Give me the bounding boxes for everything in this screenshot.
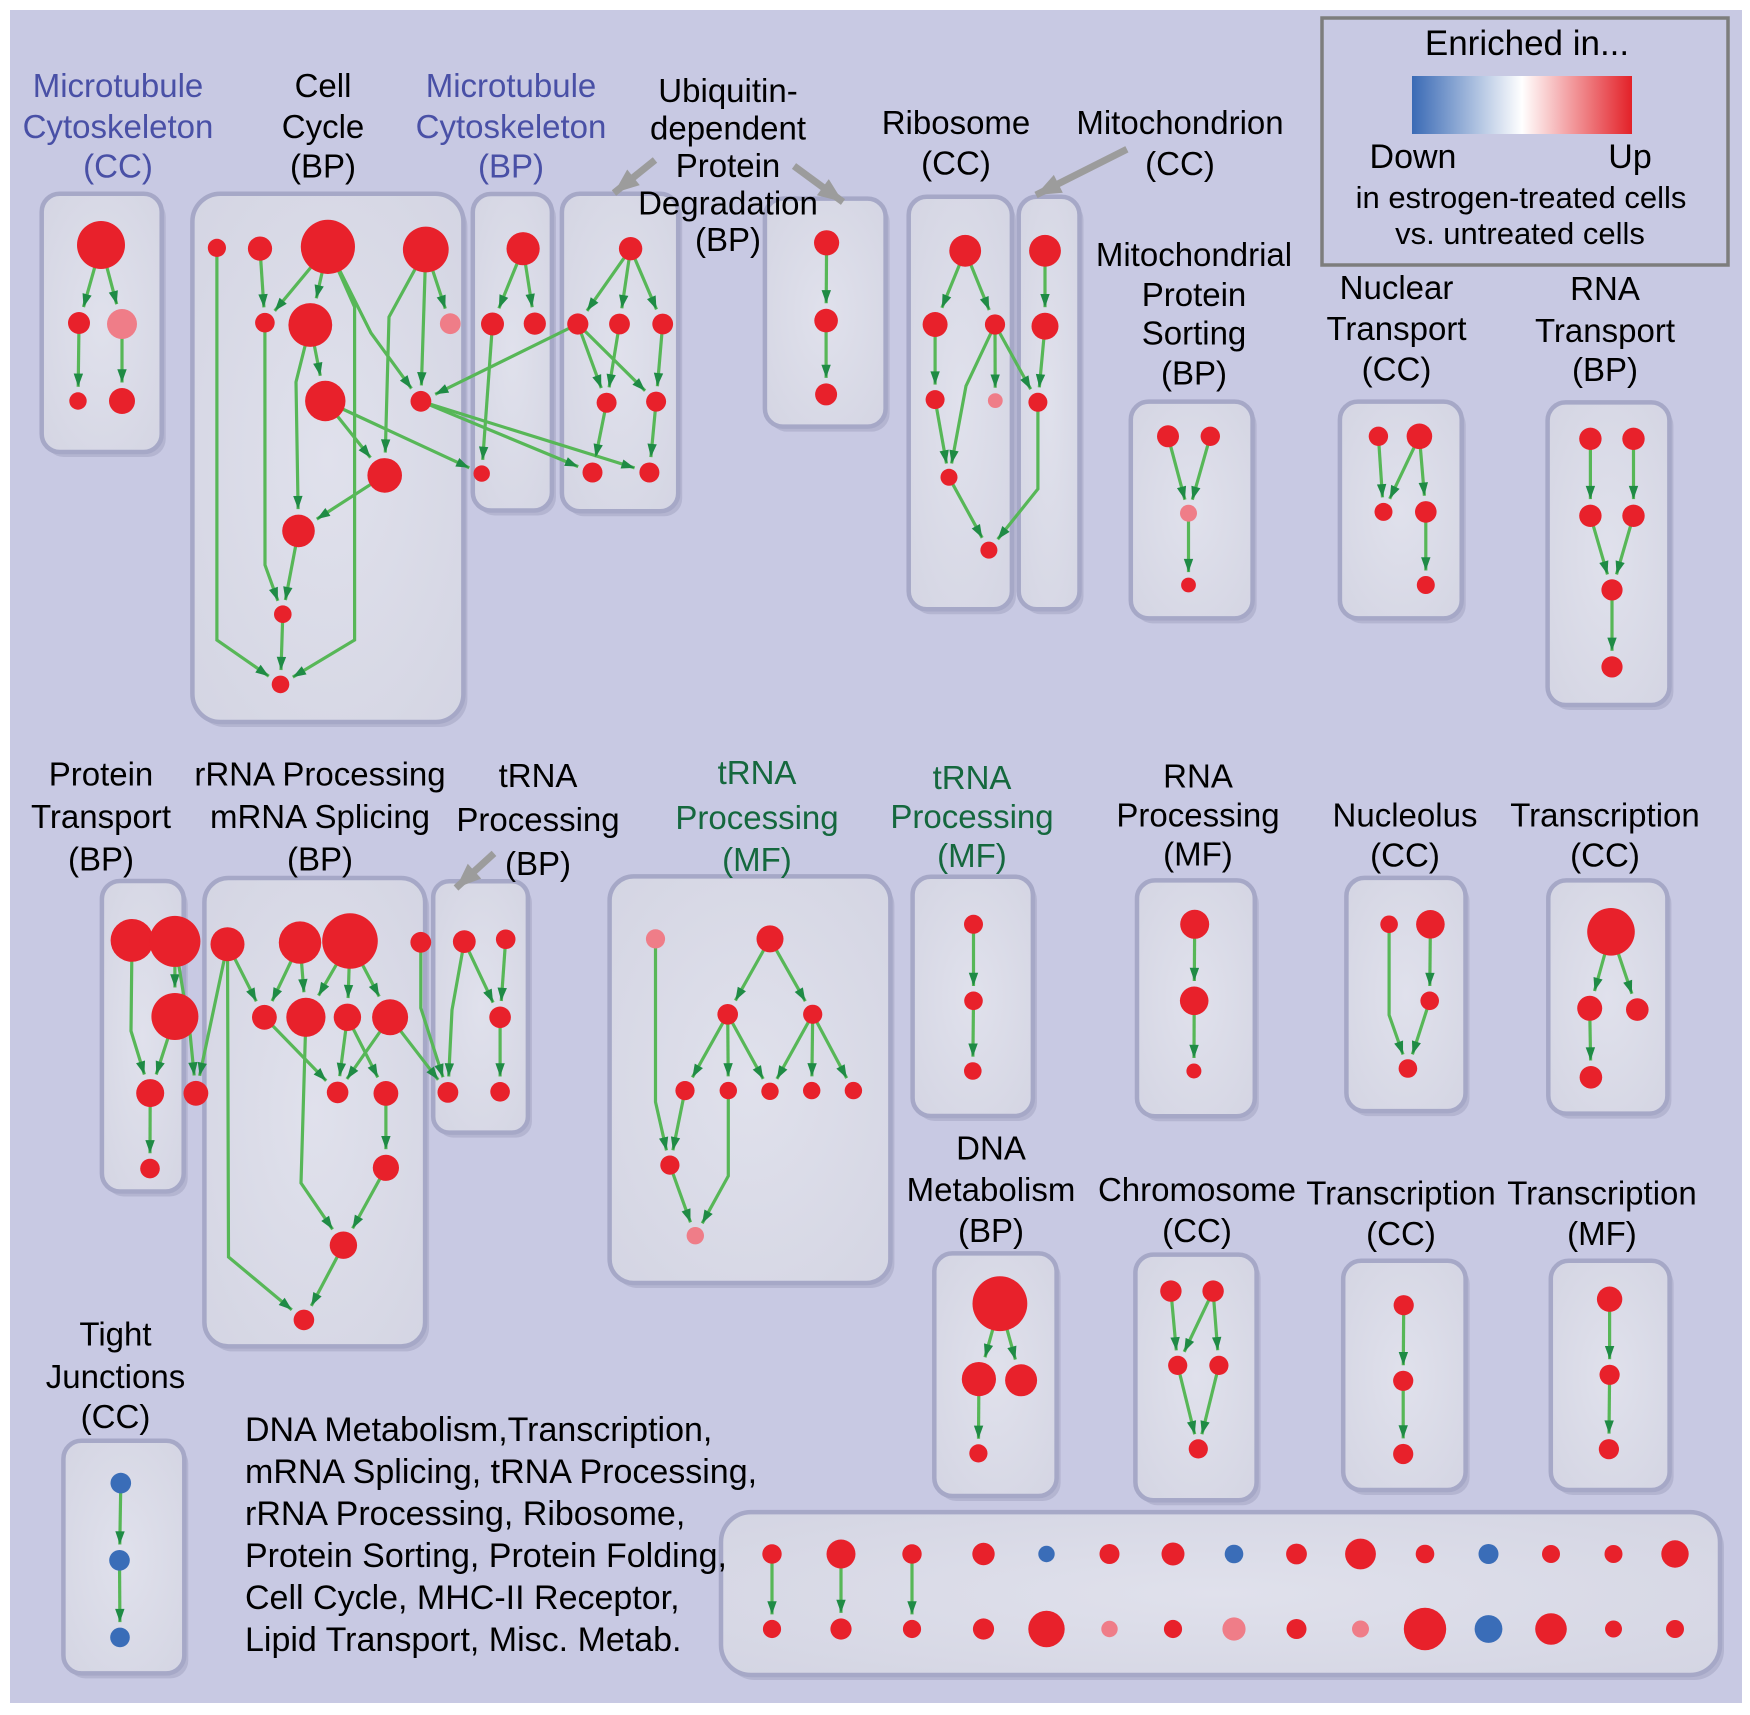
svg-text:in estrogen-treated cells: in estrogen-treated cells <box>1356 180 1687 215</box>
svg-text:(CC): (CC) <box>83 148 153 185</box>
svg-text:Processing: Processing <box>1116 797 1279 834</box>
svg-text:Mitochondrial: Mitochondrial <box>1096 236 1292 273</box>
svg-text:(CC): (CC) <box>1370 837 1440 874</box>
svg-text:(BP): (BP) <box>1161 355 1227 392</box>
svg-text:vs. untreated cells: vs. untreated cells <box>1395 216 1645 251</box>
svg-text:Transport: Transport <box>31 798 171 835</box>
svg-text:Protein Sorting, Protein Foldi: Protein Sorting, Protein Folding, <box>245 1537 727 1575</box>
svg-text:(CC): (CC) <box>1570 837 1640 874</box>
svg-text:Sorting: Sorting <box>1142 315 1247 352</box>
svg-text:(BP): (BP) <box>958 1212 1024 1249</box>
svg-text:Lipid Transport, Misc. Metab.: Lipid Transport, Misc. Metab. <box>245 1621 682 1659</box>
svg-text:tRNA: tRNA <box>933 759 1012 796</box>
svg-text:tRNA: tRNA <box>718 754 797 791</box>
svg-text:mRNA Splicing: mRNA Splicing <box>210 798 430 835</box>
svg-text:(CC): (CC) <box>1366 1215 1436 1252</box>
svg-text:Up: Up <box>1608 138 1651 176</box>
svg-text:(BP): (BP) <box>287 840 353 877</box>
svg-text:DNA Metabolism,Transcription,: DNA Metabolism,Transcription, <box>245 1411 712 1449</box>
svg-text:(BP): (BP) <box>290 148 356 185</box>
svg-text:(BP): (BP) <box>68 840 134 877</box>
svg-text:Mitochondrion: Mitochondrion <box>1076 104 1283 141</box>
svg-text:Ubiquitin-: Ubiquitin- <box>658 72 797 109</box>
svg-text:Nuclear: Nuclear <box>1340 269 1454 306</box>
svg-text:Cell Cycle, MHC-II Receptor,: Cell Cycle, MHC-II Receptor, <box>245 1579 680 1617</box>
svg-text:Transcription: Transcription <box>1306 1174 1496 1211</box>
svg-text:(BP): (BP) <box>505 845 571 882</box>
svg-text:Nucleolus: Nucleolus <box>1333 797 1478 834</box>
svg-text:(MF): (MF) <box>1163 835 1233 872</box>
svg-text:RNA: RNA <box>1570 270 1640 307</box>
svg-text:(MF): (MF) <box>1567 1215 1637 1252</box>
svg-text:Protein: Protein <box>49 756 154 793</box>
svg-text:mRNA Splicing, tRNA Processing: mRNA Splicing, tRNA Processing, <box>245 1453 757 1491</box>
svg-text:rRNA Processing: rRNA Processing <box>194 756 445 793</box>
svg-text:Transcription: Transcription <box>1510 797 1700 834</box>
svg-text:Transcription: Transcription <box>1507 1174 1697 1211</box>
svg-text:Processing: Processing <box>456 801 619 838</box>
svg-text:Tight: Tight <box>79 1316 151 1353</box>
svg-text:Junctions: Junctions <box>46 1358 185 1395</box>
svg-text:Processing: Processing <box>675 799 838 836</box>
svg-text:Microtubule: Microtubule <box>426 67 597 104</box>
svg-text:(BP): (BP) <box>1572 351 1638 388</box>
svg-text:Microtubule: Microtubule <box>33 67 204 104</box>
svg-text:(BP): (BP) <box>695 221 761 258</box>
svg-text:rRNA Processing, Ribosome,: rRNA Processing, Ribosome, <box>245 1495 685 1533</box>
svg-text:RNA: RNA <box>1163 758 1233 795</box>
svg-text:Processing: Processing <box>890 798 1053 835</box>
svg-text:(CC): (CC) <box>1145 145 1215 182</box>
svg-text:Cell: Cell <box>295 67 352 104</box>
svg-text:Chromosome: Chromosome <box>1098 1171 1296 1208</box>
svg-text:tRNA: tRNA <box>499 757 578 794</box>
svg-text:(CC): (CC) <box>81 1398 151 1435</box>
svg-text:Protein: Protein <box>1142 276 1247 313</box>
svg-text:Protein: Protein <box>676 147 781 184</box>
svg-text:Enriched in...: Enriched in... <box>1425 24 1629 63</box>
svg-text:Degradation: Degradation <box>638 185 818 222</box>
svg-text:Ribosome: Ribosome <box>882 104 1031 141</box>
svg-text:(MF): (MF) <box>937 837 1007 874</box>
svg-text:DNA: DNA <box>956 1130 1026 1167</box>
svg-text:(BP): (BP) <box>478 148 544 185</box>
svg-text:dependent: dependent <box>650 110 806 147</box>
svg-text:Down: Down <box>1370 138 1457 176</box>
svg-text:Transport: Transport <box>1327 310 1467 347</box>
svg-text:(CC): (CC) <box>1162 1212 1232 1249</box>
svg-text:(MF): (MF) <box>722 841 792 878</box>
svg-text:Cytoskeleton: Cytoskeleton <box>416 108 607 145</box>
svg-text:(CC): (CC) <box>1362 351 1432 388</box>
svg-text:(CC): (CC) <box>921 145 991 182</box>
svg-text:Transport: Transport <box>1535 312 1675 349</box>
svg-text:Metabolism: Metabolism <box>907 1171 1076 1208</box>
svg-text:Cytoskeleton: Cytoskeleton <box>23 108 214 145</box>
svg-text:Cycle: Cycle <box>282 108 365 145</box>
